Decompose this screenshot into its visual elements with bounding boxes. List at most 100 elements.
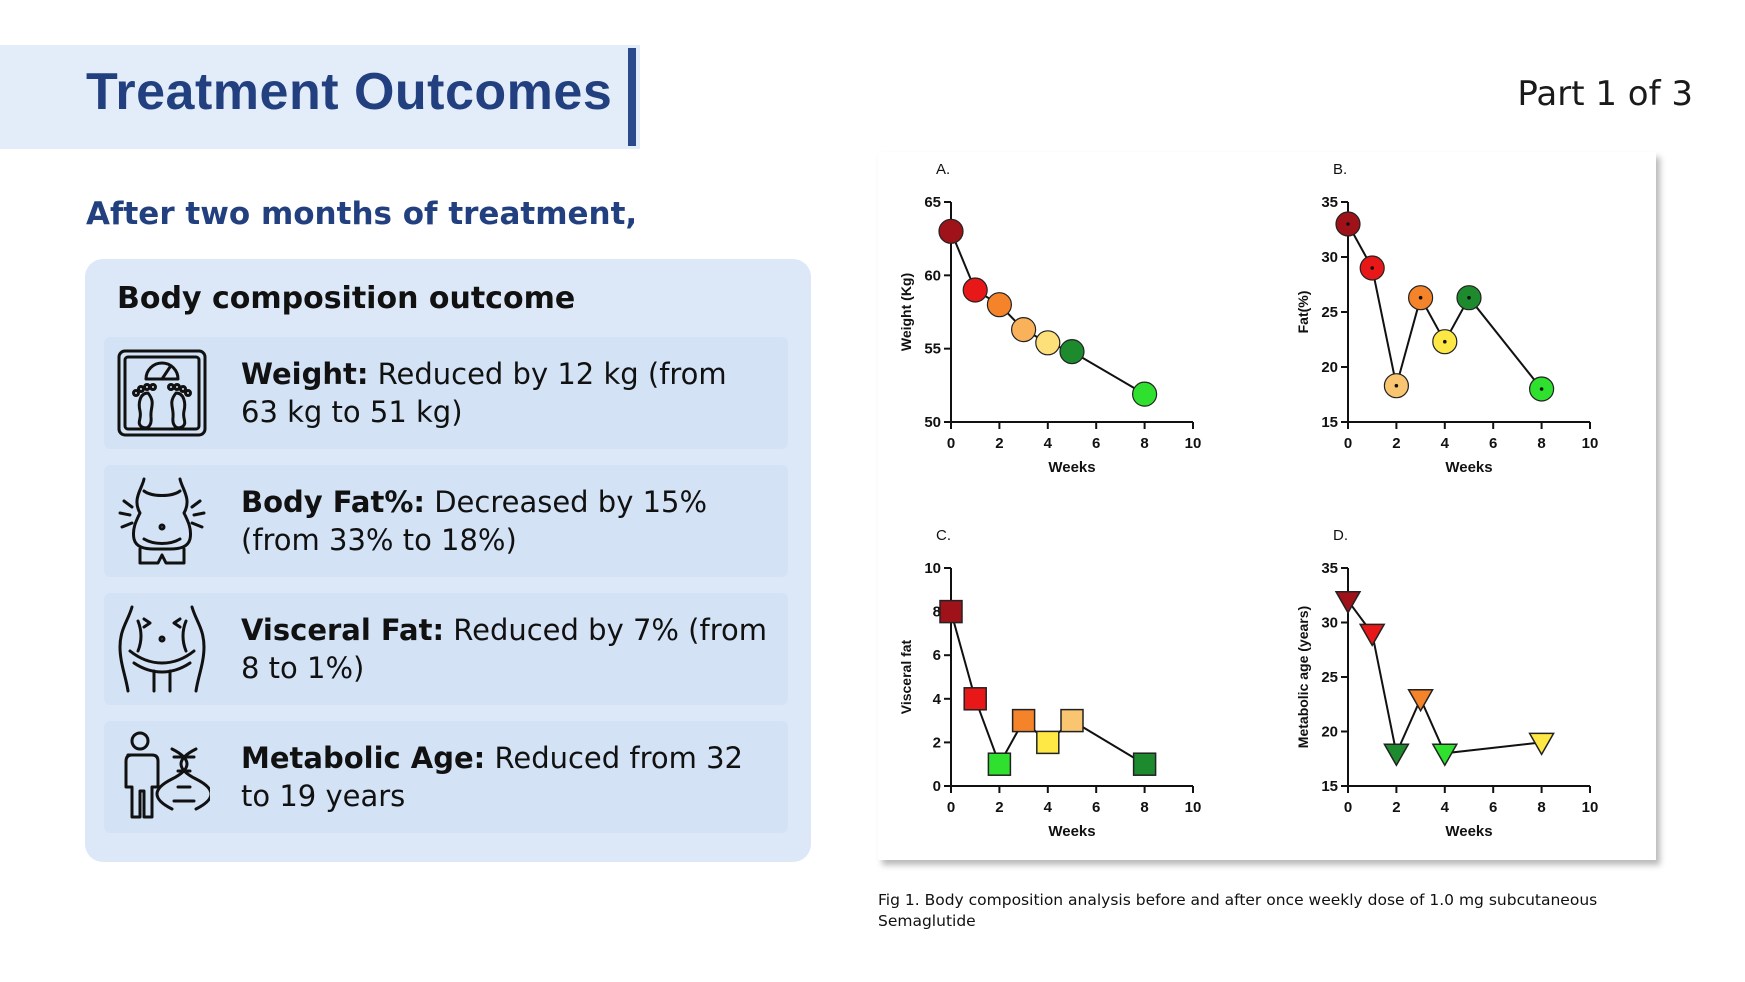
panel-4-data-point <box>1431 743 1459 767</box>
panel-4-label: D. <box>1333 527 1348 544</box>
panel-3-y-tick-label: 6 <box>933 647 941 664</box>
panel-3-x-axis-label: Weeks <box>1048 823 1095 840</box>
panel-4-data-point <box>1358 623 1386 647</box>
part-indicator: Part 1 of 3 <box>1517 74 1693 114</box>
panel-1-x-tick-label: 6 <box>1092 435 1100 452</box>
panel-1-data-point <box>1035 330 1061 356</box>
panel-1-x-tick-label: 4 <box>1044 435 1053 452</box>
panel-2-x-tick-label: 2 <box>1392 435 1400 452</box>
panel-4-y-tick-label: 25 <box>1321 669 1338 686</box>
panel-1-x-axis-label: Weeks <box>1048 459 1095 476</box>
panel-1-data-point <box>1059 339 1085 365</box>
panel-1-x-tick-label: 8 <box>1140 435 1148 452</box>
panel-3-x-tick-label: 2 <box>995 799 1003 816</box>
panel-1-data-point <box>986 292 1013 318</box>
panel-2-x-axis-label: Weeks <box>1445 459 1492 476</box>
panel-4-data-point <box>1528 732 1555 756</box>
panel-4-y-tick-label: 30 <box>1321 615 1338 632</box>
panel-3-x-tick-label: 8 <box>1140 799 1148 816</box>
panel-3-y-axis-label: Visceral fat <box>898 639 914 714</box>
outcome-card: Body composition outcome Weight: Reduced… <box>85 259 811 862</box>
metabolic-age-label: Metabolic Age: <box>241 741 486 775</box>
title-band <box>0 45 640 149</box>
outcome-item-metabolic-age: Metabolic Age: Reduced from 32 to 19 yea… <box>104 721 788 833</box>
panel-2-label: B. <box>1333 161 1347 178</box>
panel-4-y-tick-label: 20 <box>1321 724 1338 741</box>
panel-3-y-tick-label: 8 <box>933 604 941 621</box>
weighing-scale-icon <box>117 349 207 437</box>
panel-2-y-tick-label: 25 <box>1321 304 1338 321</box>
page-title: Treatment Outcomes <box>86 63 613 121</box>
panel-3-data-point <box>963 687 987 711</box>
panel-4-x-tick-label: 4 <box>1441 799 1450 816</box>
panel-4-series-line <box>1347 600 1542 757</box>
panel-4-x-tick-label: 0 <box>1344 799 1352 816</box>
panel-1-data-point <box>1011 317 1037 343</box>
panel-2-y-axis-label: Fat(%) <box>1295 291 1311 334</box>
figure-caption: Fig 1. Body composition analysis before … <box>878 891 1598 930</box>
panel-2-y-tick-label: 30 <box>1321 249 1338 266</box>
panel-1-label: A. <box>936 161 950 178</box>
panel-2-series-line <box>1347 223 1543 390</box>
weight-label: Weight: <box>241 357 369 391</box>
panel-4-x-tick-label: 10 <box>1582 799 1599 816</box>
panel-4-x-tick-label: 6 <box>1489 799 1497 816</box>
panel-3-y-tick-label: 4 <box>933 691 942 708</box>
panel-2-data-point-center <box>1370 266 1374 270</box>
panel-2-x-tick-label: 6 <box>1489 435 1497 452</box>
panel-4-data-point <box>1383 743 1410 767</box>
panel-1-data-point <box>962 277 988 303</box>
panel-1-y-tick-label: 50 <box>924 414 941 431</box>
visceral-fat-icon <box>118 605 206 693</box>
subtitle: After two months of treatment, <box>86 196 638 232</box>
panel-1-y-tick-label: 60 <box>924 267 941 284</box>
panel-1-x-tick-label: 0 <box>947 435 955 452</box>
panel-1-data-point <box>938 218 964 244</box>
panel-2-x-tick-label: 8 <box>1537 435 1545 452</box>
panel-2-data-point-center <box>1539 387 1544 391</box>
panel-2-data-point-center <box>1467 295 1471 300</box>
panel-4-y-tick-label: 15 <box>1321 778 1338 795</box>
panel-2-x-tick-label: 0 <box>1344 435 1352 452</box>
panel-3-label: C. <box>936 527 951 544</box>
panel-3-data-point <box>1011 708 1036 733</box>
panel-3-y-tick-label: 0 <box>933 778 941 795</box>
panel-1-x-tick-label: 10 <box>1185 435 1202 452</box>
weight-text: Reduced by 12 kg (from 63 kg to 51 kg) <box>241 357 727 429</box>
panel-3-data-point <box>939 599 963 624</box>
panel-3-data-point <box>987 752 1012 776</box>
panel-2-x-tick-label: 4 <box>1441 435 1450 452</box>
panel-3-x-tick-label: 4 <box>1044 799 1053 816</box>
panel-2-data-point-center <box>1443 339 1447 344</box>
body-fat-icon <box>118 477 206 565</box>
body-fat-label: Body Fat%: <box>241 485 425 519</box>
title-accent-bar <box>628 48 636 146</box>
panel-3-data-point <box>1060 708 1084 733</box>
outcome-item-body-fat: Body Fat%: Decreased by 15% (from 33% to… <box>104 465 788 577</box>
panel-1-series-line <box>950 230 1146 395</box>
panel-2-y-tick-label: 15 <box>1321 414 1338 431</box>
panel-2-y-tick-label: 35 <box>1321 194 1338 211</box>
panel-1-y-axis-label: Weight (Kg) <box>898 273 914 351</box>
outcome-item-visceral-fat: Visceral Fat: Reduced by 7% (from 8 to 1… <box>104 593 788 705</box>
person-dna-icon <box>124 731 210 819</box>
panel-1-y-tick-label: 65 <box>924 194 941 211</box>
panel-2-data-point-center <box>1394 383 1399 388</box>
panel-4-x-tick-label: 2 <box>1392 799 1400 816</box>
panel-4-x-tick-label: 8 <box>1537 799 1545 816</box>
panel-3-x-tick-label: 10 <box>1185 799 1202 816</box>
visceral-fat-label: Visceral Fat: <box>241 613 445 647</box>
panel-4-x-axis-label: Weeks <box>1445 823 1492 840</box>
panel-4-data-point <box>1334 590 1362 615</box>
panel-4-y-axis-label: Metabolic age (years) <box>1295 606 1311 748</box>
panel-3-data-point <box>1132 752 1157 776</box>
panel-1-x-tick-label: 2 <box>995 435 1003 452</box>
panel-3-y-tick-label: 10 <box>924 560 941 577</box>
panel-2-data-point-center <box>1418 295 1423 300</box>
panel-4-y-tick-label: 35 <box>1321 560 1338 577</box>
panel-2-y-tick-label: 20 <box>1321 359 1338 376</box>
card-title: Body composition outcome <box>117 281 576 316</box>
panel-1-y-tick-label: 55 <box>924 341 941 358</box>
panel-3-data-point <box>1036 730 1060 755</box>
